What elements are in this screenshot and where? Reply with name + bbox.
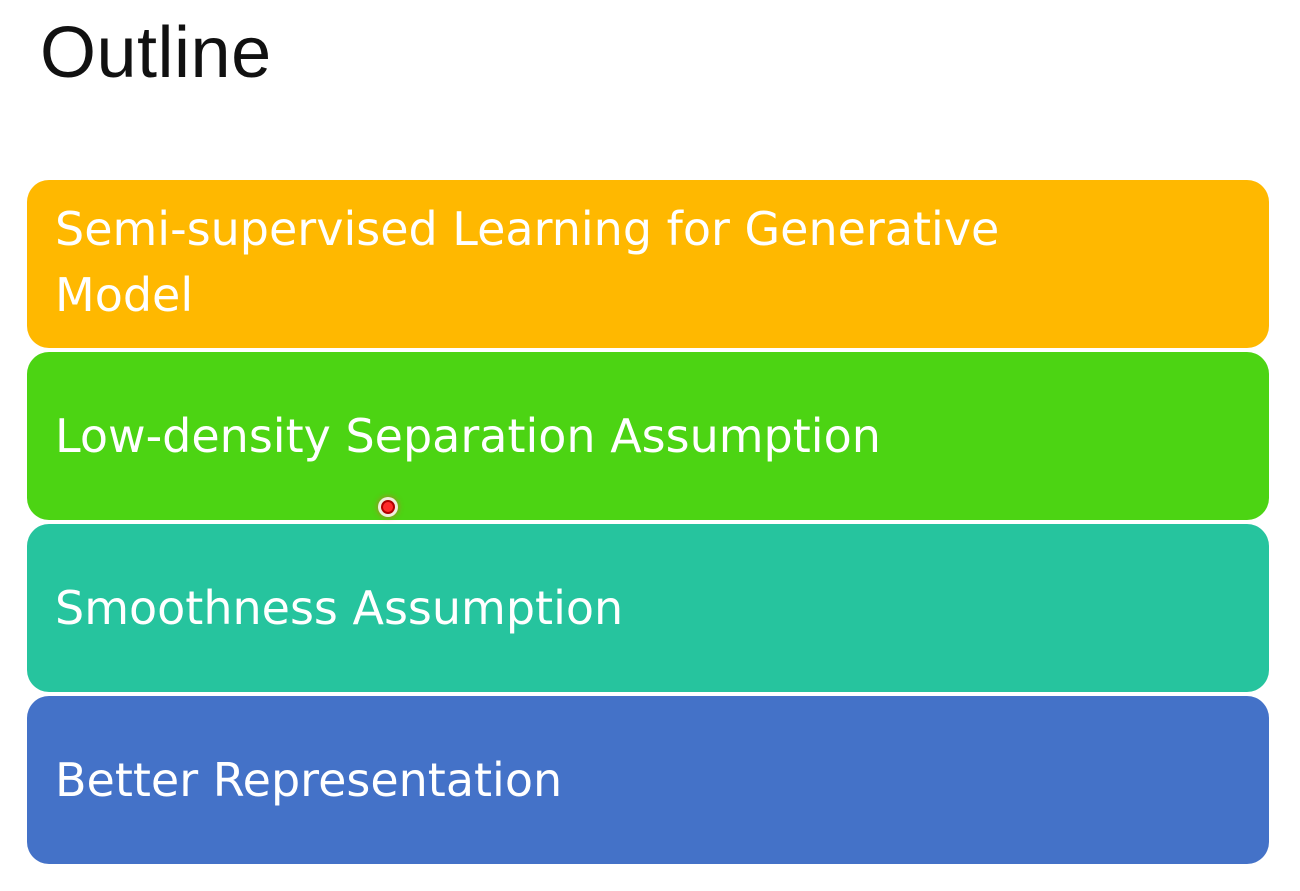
outline-item-label: Better Representation bbox=[55, 753, 563, 807]
slide-title: Outline bbox=[40, 13, 272, 93]
outline-item-better-representation[interactable]: Better Representation bbox=[27, 696, 1269, 864]
laser-pointer-icon bbox=[381, 500, 395, 514]
outline-item-label: Low-density Separation Assumption bbox=[55, 409, 881, 463]
outline-item-label: Semi-supervised Learning for Generative … bbox=[55, 202, 1000, 322]
outline-item-low-density-separation[interactable]: Low-density Separation Assumption bbox=[27, 352, 1269, 520]
outline-item-generative-model[interactable]: Semi-supervised Learning for Generative … bbox=[27, 180, 1269, 348]
outline-item-label: Smoothness Assumption bbox=[55, 581, 624, 635]
outline-item-smoothness[interactable]: Smoothness Assumption bbox=[27, 524, 1269, 692]
